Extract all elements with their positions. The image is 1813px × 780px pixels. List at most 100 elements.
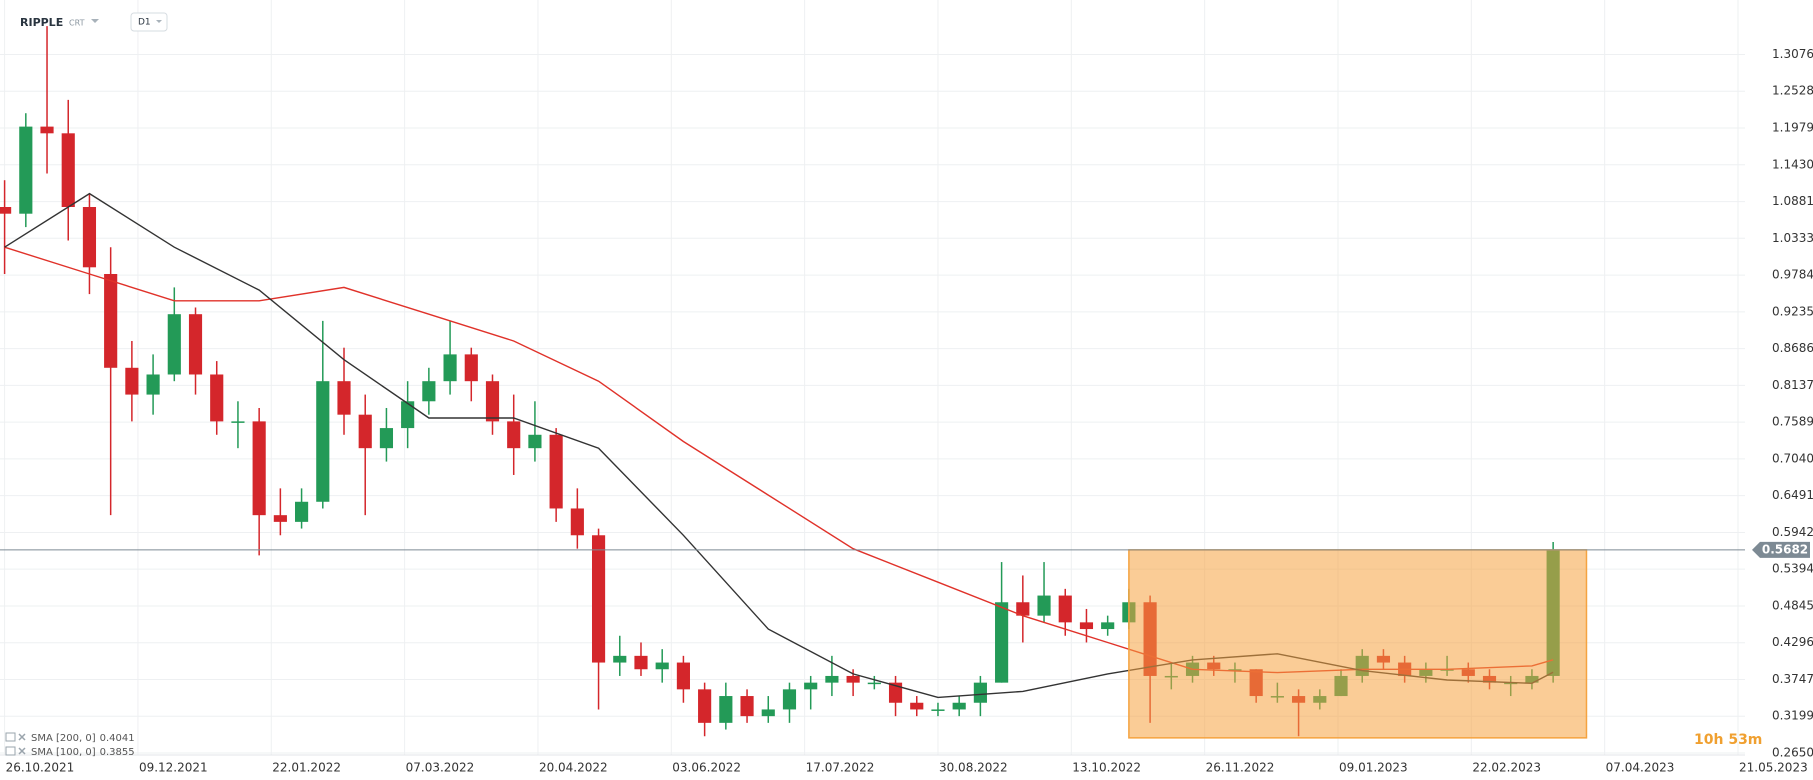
last-price-label: 0.5682 [1762,542,1808,556]
last-price-tag [1752,541,1810,558]
x-tick-label: 26.10.2021 [6,761,75,775]
y-tick-label: 0.3747 [1772,672,1813,686]
candle-body [719,696,733,723]
y-tick-label: 0.7589 [1772,415,1813,429]
candle-body [507,421,521,449]
candle-body [867,682,881,685]
candle-body [931,709,945,711]
candle-body [698,689,712,723]
legend-value: 0.3855 [100,747,135,758]
countdown: 10h 53m [1694,732,1762,748]
candle-body [61,133,75,208]
y-tick-label: 0.8137 [1772,378,1813,392]
source-dropdown[interactable] [91,19,99,23]
legend-value: 0.4041 [100,733,135,744]
y-tick-label: 1.0333 [1772,231,1813,245]
x-tick-label: 09.12.2021 [139,761,208,775]
legend: SMA [200, 0] 0.4041 SMA [100, 0] 0.3855 [5,732,135,758]
candle-body [1037,595,1051,616]
candle-body [252,421,266,516]
y-tick-label: 1.3076 [1772,47,1813,61]
candle-body [804,682,818,690]
candle-body [401,401,415,429]
candle-body [379,428,394,449]
candle-body [464,354,478,382]
candle-body [167,314,181,375]
y-tick-label: 0.6491 [1772,488,1813,502]
x-tick-label: 09.01.2023 [1339,761,1408,775]
legend-remove[interactable] [18,733,26,741]
legend-remove[interactable] [18,747,26,755]
y-tick-label: 0.2650 [1772,745,1813,759]
candle-body [1058,595,1072,623]
x-tick-label: 03.06.2022 [672,761,741,775]
candle-body [995,602,1009,683]
candle-body [549,434,563,509]
candle-body [358,414,372,449]
candle-body [104,273,118,368]
source[interactable]: CRT [69,19,85,28]
legend-label: SMA [200, 0] [31,733,96,744]
candle-body [528,434,542,449]
legend-icon[interactable] [5,746,16,756]
candle-body [337,381,351,415]
y-tick-label: 1.1979 [1772,121,1813,135]
candle-body [40,126,54,134]
candle-body [782,689,797,710]
candle-body [888,682,903,703]
x-tick-label: 07.03.2022 [406,761,475,775]
candle-body [570,508,584,536]
legend-label: SMA [100, 0] [31,747,96,758]
y-tick-label: 0.3199 [1772,709,1813,723]
y-tick-label: 0.5394 [1772,562,1813,576]
x-tick-label: 17.07.2022 [806,761,875,775]
timeframe-dropdown[interactable] [156,20,162,23]
candle-body [1101,622,1115,630]
x-tick-label: 22.01.2022 [272,761,341,775]
candle-body [1079,622,1094,630]
candle-body [973,682,987,703]
candle-body [825,675,839,683]
candle-body [316,381,330,502]
candle-body [295,501,309,522]
candle-body [188,314,203,375]
x-tick-label: 07.04.2023 [1606,761,1675,775]
y-tick-label: 0.4296 [1772,635,1813,649]
y-tick-label: 0.7040 [1772,451,1813,465]
x-tick-label: 21.05.2023 [1739,761,1808,775]
y-tick-label: 0.5942 [1772,525,1813,539]
candle-body [761,709,775,717]
x-tick-label: 13.10.2022 [1072,761,1141,775]
candle-body [740,696,754,717]
candle-body [0,207,12,214]
x-tick-label: 30.08.2022 [939,761,1008,775]
legend-entry: SMA [200, 0] 0.4041 [31,733,135,744]
overlay [0,549,1745,739]
y-tick-label: 0.9784 [1772,268,1813,282]
candle-body [422,381,436,402]
candle-body [210,374,224,422]
legend-icon[interactable] [5,732,16,742]
axes: 1.3076 1.2528 1.1979 1.1430 1.0881 1.0333 0.97… [0,47,1813,775]
candle-body [1016,602,1030,616]
candle-body [82,207,97,268]
timeframe-box[interactable] [130,12,168,32]
y-tick-label: 0.4845 [1772,598,1813,612]
candle-body [613,655,627,663]
candle-body [273,515,287,522]
legend-entry: SMA [100, 0] 0.3855 [31,747,135,758]
candle-body [485,381,500,422]
candle-body [634,655,648,670]
highlight-box [1128,549,1588,739]
symbol[interactable]: RIPPLE [20,16,63,29]
candle-body [443,354,457,382]
x-tick-label: 22.02.2023 [1472,761,1541,775]
candle-body [125,367,139,395]
candle-body [146,374,160,395]
y-tick-label: 1.0881 [1772,194,1813,208]
y-tick-label: 0.9235 [1772,304,1813,318]
timeframe[interactable]: D1 [138,18,151,28]
y-tick-label: 1.1430 [1772,157,1813,171]
x-tick-label: 20.04.2022 [539,761,608,775]
